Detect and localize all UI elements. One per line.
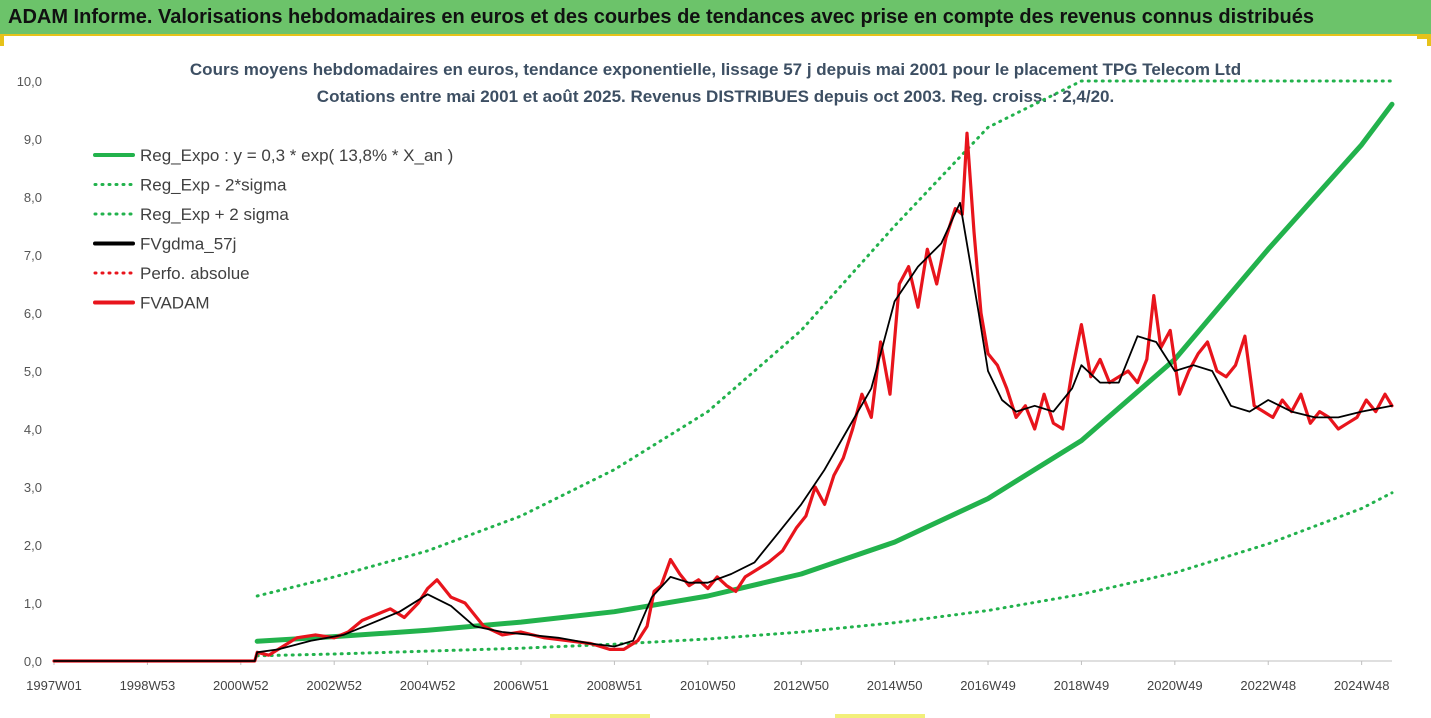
x-tick-label: 2020W49 xyxy=(1147,678,1203,693)
y-tick-label: 8,0 xyxy=(24,190,42,205)
y-tick-label: 3,0 xyxy=(24,480,42,495)
y-tick-label: 9,0 xyxy=(24,132,42,147)
y-tick-label: 2,0 xyxy=(24,538,42,553)
x-tick-label: 2010W50 xyxy=(680,678,736,693)
legend-label: Reg_Exp - 2*sigma xyxy=(140,176,287,195)
x-tick-label: 2006W51 xyxy=(493,678,549,693)
chart-title-line2: Cotations entre mai 2001 et août 2025. R… xyxy=(316,87,1115,106)
corner-mark-top-left xyxy=(0,36,4,46)
x-axis-labels: 1997W01 1998W53 2000W52 2002W52 2004W52 2006W… xyxy=(26,661,1389,693)
bottom-mark-left xyxy=(550,714,650,718)
y-tick-label: 6,0 xyxy=(24,306,42,321)
bottom-mark-right xyxy=(835,714,925,718)
y-tick-label: 10,0 xyxy=(17,74,42,89)
x-tick-label: 2018W49 xyxy=(1054,678,1110,693)
series-line-reg-expo-y-0-3-exp-13-8-x-an xyxy=(254,101,1395,644)
header-banner: ADAM Informe. Valorisations hebdomadaire… xyxy=(0,0,1431,36)
x-tick-label: 2014W50 xyxy=(867,678,923,693)
y-tick-label: 5,0 xyxy=(24,364,42,379)
y-tick-label: 1,0 xyxy=(24,596,42,611)
x-tick-label: 1998W53 xyxy=(120,678,176,693)
series-line-perfo-absolue xyxy=(53,132,1393,662)
x-tick-label: 2002W52 xyxy=(306,678,362,693)
x-tick-label: 2000W52 xyxy=(213,678,269,693)
x-tick-label: 2012W50 xyxy=(773,678,829,693)
x-tick-label: 2024W48 xyxy=(1334,678,1390,693)
banner-title: ADAM Informe. Valorisations hebdomadaire… xyxy=(8,6,1314,28)
legend: Reg_Expo : y = 0,3 * exp( 13,8% * X_an )… xyxy=(93,146,453,313)
x-tick-label: 2004W52 xyxy=(400,678,456,693)
corner-mark-top-right xyxy=(1427,36,1431,46)
y-tick-label: 0,0 xyxy=(24,654,42,669)
legend-label: FVADAM xyxy=(140,294,210,313)
series-line-fvgdma-57j xyxy=(53,201,1393,662)
legend-label: FVgdma_57j xyxy=(140,235,236,254)
corner-mark-right-top-h xyxy=(1417,36,1431,39)
y-tick-label: 7,0 xyxy=(24,248,42,263)
x-tick-label: 1997W01 xyxy=(26,678,82,693)
legend-label: Perfo. absolue xyxy=(140,264,250,283)
y-tick-label: 4,0 xyxy=(24,422,42,437)
x-tick-label: 2022W48 xyxy=(1240,678,1296,693)
x-tick-label: 2008W51 xyxy=(587,678,643,693)
y-axis-labels: 0,0 1,0 2,0 3,0 4,0 5,0 6,0 7,0 8,0 9,0 10,0 xyxy=(17,74,42,669)
legend-label: Reg_Expo : y = 0,3 * exp( 13,8% * X_an ) xyxy=(140,146,453,165)
x-tick-label: 2016W49 xyxy=(960,678,1016,693)
series-layer xyxy=(52,79,1395,663)
chart-title-line1: Cours moyens hebdomadaires en euros, ten… xyxy=(189,60,1242,79)
legend-label: Reg_Exp + 2 sigma xyxy=(140,205,289,224)
